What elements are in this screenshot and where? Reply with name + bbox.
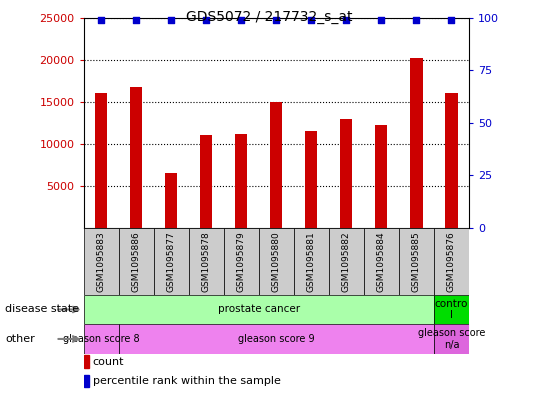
Point <box>412 17 421 23</box>
Text: GSM1095881: GSM1095881 <box>307 231 316 292</box>
Bar <box>200 136 212 228</box>
Bar <box>259 228 294 295</box>
Bar <box>84 355 89 368</box>
Text: contro
l: contro l <box>435 299 468 320</box>
Bar <box>189 228 224 295</box>
Bar <box>410 58 423 228</box>
Bar <box>130 88 142 228</box>
Bar <box>235 134 247 228</box>
Text: GDS5072 / 217732_s_at: GDS5072 / 217732_s_at <box>186 10 353 24</box>
Bar <box>399 228 434 295</box>
Bar <box>165 173 177 228</box>
Text: GSM1095882: GSM1095882 <box>342 231 351 292</box>
Bar <box>445 94 458 228</box>
Text: other: other <box>5 334 35 344</box>
Text: GSM1095885: GSM1095885 <box>412 231 421 292</box>
Point <box>237 17 246 23</box>
Point <box>202 17 211 23</box>
Bar <box>154 228 189 295</box>
Point <box>307 17 316 23</box>
Bar <box>270 102 282 228</box>
Point <box>447 17 456 23</box>
Text: GSM1095878: GSM1095878 <box>202 231 211 292</box>
Point <box>272 17 281 23</box>
Text: gleason score 9: gleason score 9 <box>238 334 315 344</box>
Bar <box>84 228 119 295</box>
Bar <box>434 228 469 295</box>
Text: GSM1095877: GSM1095877 <box>167 231 176 292</box>
Text: gleason score 8: gleason score 8 <box>63 334 140 344</box>
Point <box>342 17 351 23</box>
Text: disease state: disease state <box>5 305 80 314</box>
Text: gleason score
n/a: gleason score n/a <box>418 328 485 350</box>
Bar <box>329 228 364 295</box>
Text: GSM1095880: GSM1095880 <box>272 231 281 292</box>
Bar <box>434 295 469 324</box>
Point <box>167 17 176 23</box>
Bar <box>305 131 317 228</box>
Bar <box>84 375 89 387</box>
Text: GSM1095879: GSM1095879 <box>237 231 246 292</box>
Text: count: count <box>93 357 125 367</box>
Bar <box>224 228 259 295</box>
Bar <box>119 228 154 295</box>
Text: GSM1095876: GSM1095876 <box>447 231 456 292</box>
Bar <box>294 228 329 295</box>
Point <box>132 17 140 23</box>
Bar <box>84 324 119 354</box>
Text: percentile rank within the sample: percentile rank within the sample <box>93 376 281 386</box>
Text: GSM1095886: GSM1095886 <box>132 231 141 292</box>
Bar <box>364 228 399 295</box>
Bar <box>434 324 469 354</box>
Bar <box>340 119 353 228</box>
Text: GSM1095883: GSM1095883 <box>96 231 106 292</box>
Bar <box>375 125 388 228</box>
Point <box>377 17 386 23</box>
Text: prostate cancer: prostate cancer <box>218 305 300 314</box>
Bar <box>95 94 107 228</box>
Bar <box>119 324 434 354</box>
Point <box>97 17 106 23</box>
Text: GSM1095884: GSM1095884 <box>377 231 386 292</box>
